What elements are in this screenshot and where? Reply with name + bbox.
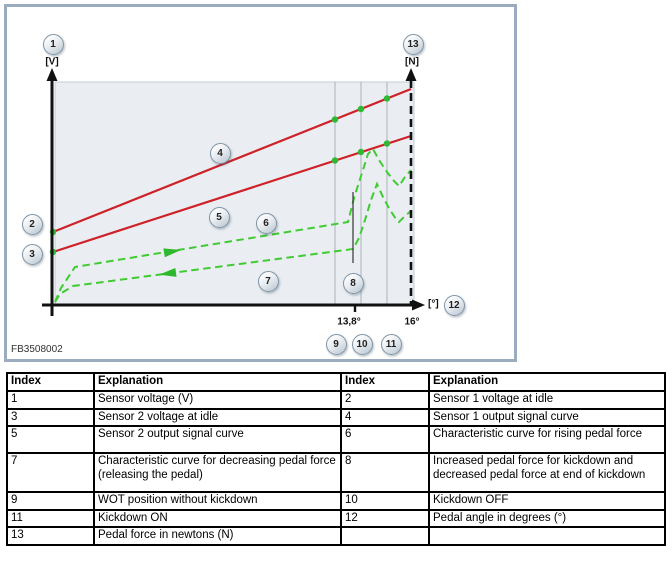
index-cell: 3 bbox=[6, 407, 95, 427]
callout-8: 8 bbox=[342, 272, 364, 294]
index-cell: 12 bbox=[340, 508, 430, 528]
explanation-cell bbox=[428, 526, 666, 546]
index-cell: 8 bbox=[340, 452, 430, 493]
explanation-cell: Kickdown ON bbox=[93, 508, 342, 528]
tick-label-16: 16° bbox=[404, 316, 420, 328]
index-header: Index bbox=[6, 372, 95, 392]
pedal-force-axis bbox=[405, 68, 417, 305]
table-row: 5 Sensor 2 output signal curve 6 Charact… bbox=[6, 425, 666, 454]
explanation-header: Explanation bbox=[428, 372, 666, 392]
voltage-axis bbox=[46, 68, 58, 316]
index-cell: 10 bbox=[340, 491, 430, 511]
table-header-row: Index Explanation Index Explanation bbox=[6, 372, 666, 392]
callout-6: 6 bbox=[255, 212, 277, 234]
angle-axis-arrow-icon bbox=[412, 299, 425, 311]
callout-9: 9 bbox=[325, 333, 347, 355]
index-cell: 9 bbox=[6, 491, 95, 511]
table-row: 9 WOT position without kickdown 10 Kickd… bbox=[6, 491, 666, 511]
explanation-cell: Pedal angle in degrees (°) bbox=[428, 508, 666, 528]
index-cell: 2 bbox=[340, 390, 430, 410]
table-row: 3 Sensor 2 voltage at idle 4 Sensor 1 ou… bbox=[6, 407, 666, 427]
sensor2-output-curve bbox=[52, 134, 412, 254]
table-row: 13 Pedal force in newtons (N) bbox=[6, 526, 666, 546]
explanation-cell: Pedal force in newtons (N) bbox=[93, 526, 342, 546]
callout-12: 12 bbox=[443, 294, 465, 316]
explanation-cell: Kickdown OFF bbox=[428, 491, 666, 511]
index-cell: 6 bbox=[340, 425, 430, 454]
explanation-cell: Sensor 1 output signal curve bbox=[428, 407, 666, 427]
explanation-cell: WOT position without kickdown bbox=[93, 491, 342, 511]
callout-1: 1 bbox=[42, 33, 64, 55]
index-cell: 11 bbox=[6, 508, 95, 528]
table-row: 7 Characteristic curve for decreasing pe… bbox=[6, 452, 666, 493]
decreasing-direction-arrow-icon bbox=[159, 267, 177, 277]
figure-id: FB3508002 bbox=[11, 344, 63, 355]
explanation-cell: Sensor 2 voltage at idle bbox=[93, 407, 342, 427]
table-row: 1 Sensor voltage (V) 2 Sensor 1 voltage … bbox=[6, 390, 666, 410]
decreasing-pedal-force-curve bbox=[54, 181, 412, 303]
explanation-cell: Characteristic curve for decreasing peda… bbox=[93, 452, 342, 493]
callout-7: 7 bbox=[257, 270, 279, 292]
explanation-cell: Increased pedal force for kickdown and d… bbox=[428, 452, 666, 493]
callout-2: 2 bbox=[21, 213, 43, 235]
callout-13: 13 bbox=[402, 33, 424, 55]
index-cell: 7 bbox=[6, 452, 95, 493]
rising-pedal-force-curve bbox=[54, 147, 412, 303]
explanation-cell: Sensor voltage (V) bbox=[93, 390, 342, 410]
index-cell: 5 bbox=[6, 425, 95, 454]
explanation-cell: Characteristic curve for rising pedal fo… bbox=[428, 425, 666, 454]
callout-3: 3 bbox=[21, 243, 43, 265]
callout-4: 4 bbox=[209, 142, 231, 164]
force-unit-label: [N] bbox=[405, 56, 419, 68]
voltage-axis-arrow-icon bbox=[46, 68, 58, 81]
explanation-table: Index Explanation Index Explanation 1 Se… bbox=[6, 372, 666, 546]
pedal-force-curves bbox=[54, 147, 412, 303]
angle-unit-label: [°] bbox=[428, 298, 439, 310]
callout-11: 11 bbox=[380, 333, 402, 355]
voltage-unit-label: [V] bbox=[45, 56, 59, 68]
index-cell: 13 bbox=[6, 526, 95, 546]
explanation-header: Explanation bbox=[93, 372, 342, 392]
pedal-angle-axis bbox=[42, 299, 425, 312]
sensor1-output-curve bbox=[52, 87, 412, 234]
callout-10: 10 bbox=[351, 333, 373, 355]
index-cell: 4 bbox=[340, 407, 430, 427]
sensor-signal-curves bbox=[52, 87, 412, 254]
explanation-cell: Sensor 1 voltage at idle bbox=[428, 390, 666, 410]
callout-5: 5 bbox=[208, 206, 230, 228]
table-row: 11 Kickdown ON 12 Pedal angle in degrees… bbox=[6, 508, 666, 528]
force-axis-arrow-icon bbox=[405, 68, 417, 81]
rising-direction-arrow-icon bbox=[163, 248, 181, 258]
tick-label-13-8: 13,8° bbox=[337, 316, 361, 328]
index-cell: 1 bbox=[6, 390, 95, 410]
index-header: Index bbox=[340, 372, 430, 392]
index-cell bbox=[340, 526, 430, 546]
explanation-cell: Sensor 2 output signal curve bbox=[93, 425, 342, 454]
